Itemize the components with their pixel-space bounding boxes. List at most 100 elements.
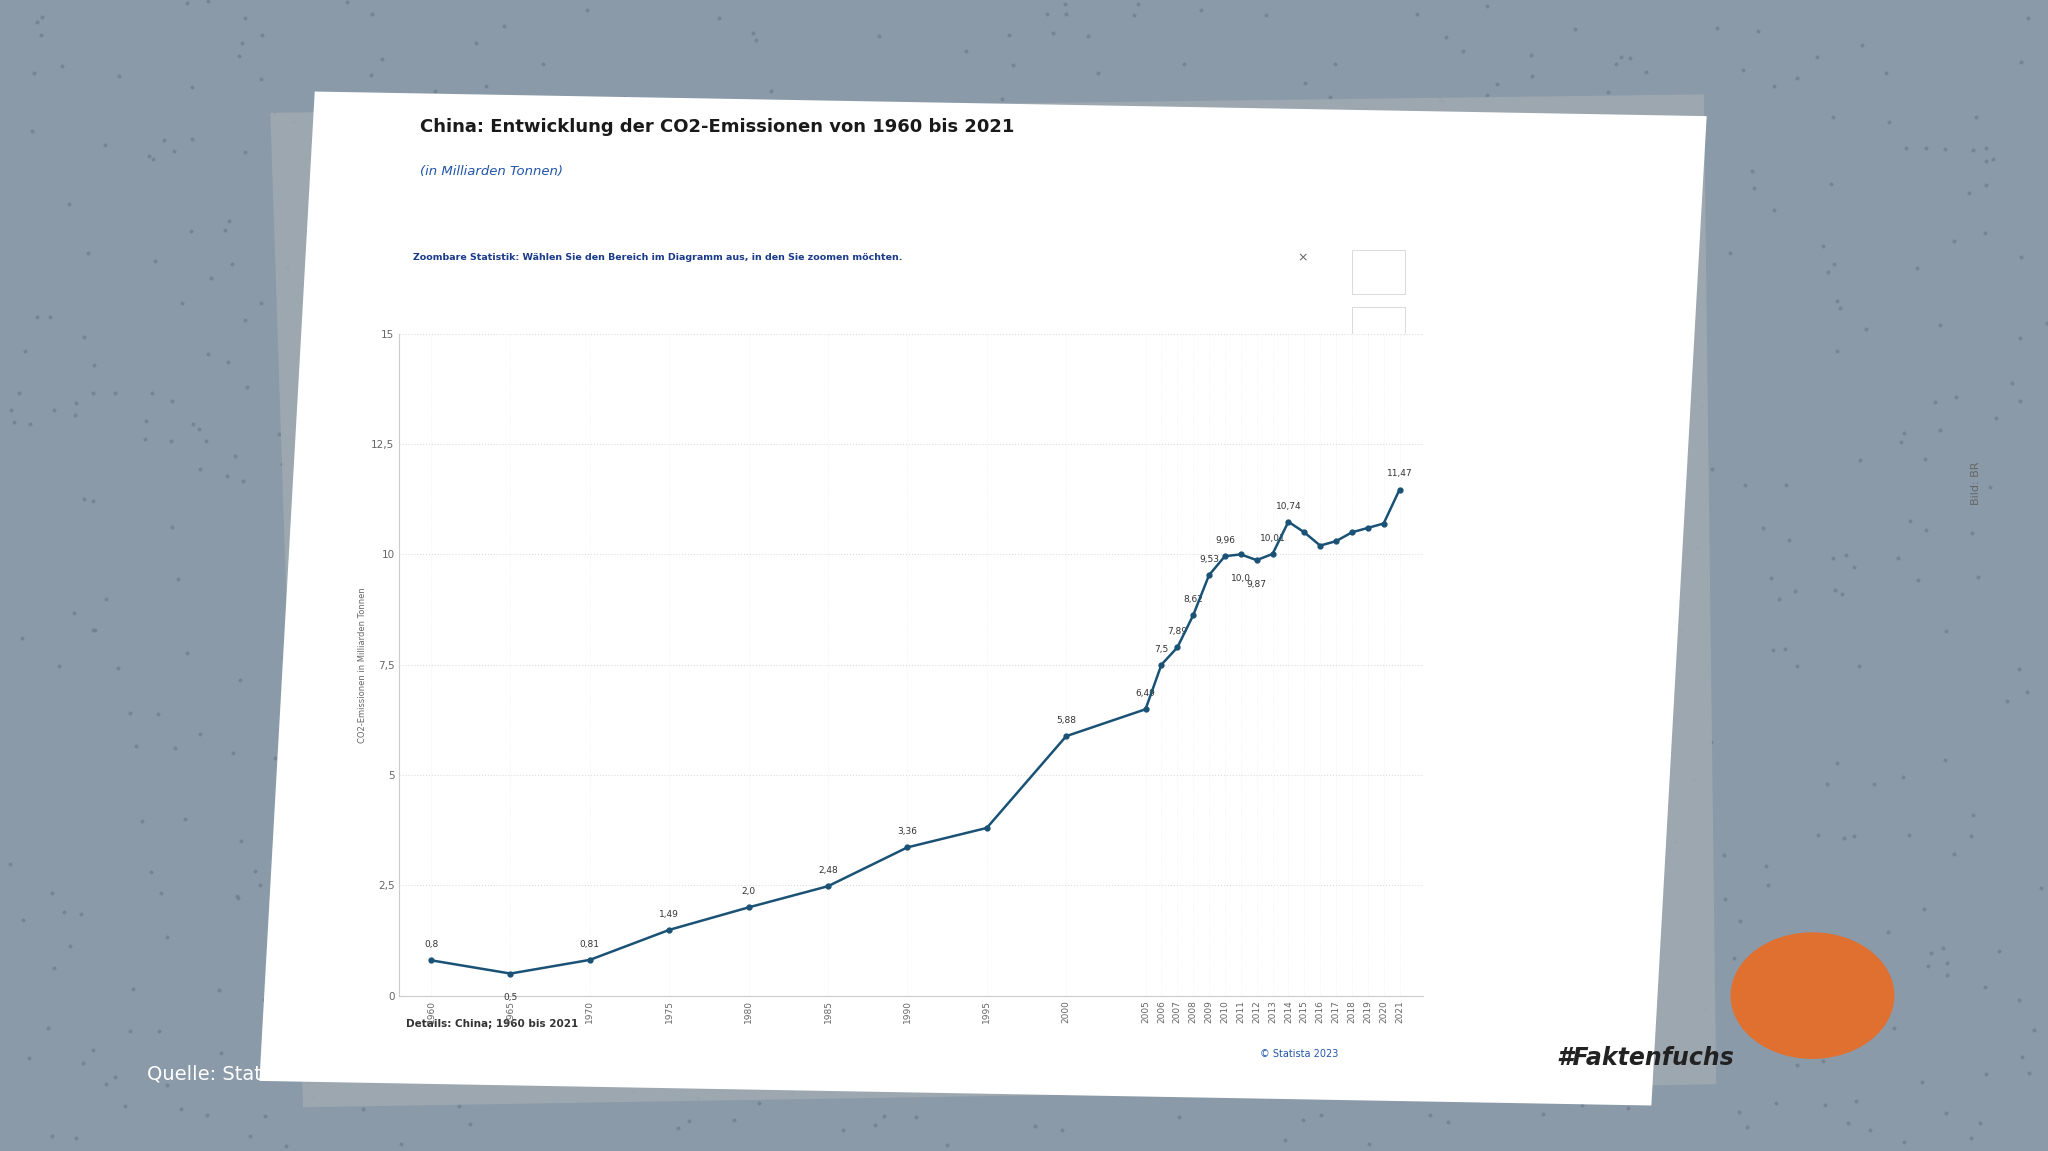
Point (1645, 299, 1677, 318)
Point (500, 458, 532, 477)
Point (1956, 806, 1989, 824)
Point (1565, 712, 1597, 731)
Point (1757, 76, 1790, 94)
Point (643, 474, 676, 493)
Point (2, 383, 35, 402)
Point (1821, 754, 1853, 772)
Point (1657, 200, 1690, 219)
Point (934, 220, 967, 238)
Point (852, 1007, 885, 1026)
Point (1526, 1104, 1559, 1122)
Point (637, 651, 670, 670)
Point (1817, 548, 1849, 566)
Text: 0,8: 0,8 (424, 940, 438, 950)
Point (356, 140, 389, 159)
Point (586, 811, 618, 830)
Point (1821, 342, 1853, 360)
Point (1513, 46, 1546, 64)
Point (1757, 201, 1790, 220)
Point (764, 958, 797, 976)
Point (20, 308, 53, 327)
Point (356, 5, 389, 23)
Point (1589, 933, 1622, 952)
Point (174, 222, 207, 241)
Point (1602, 968, 1634, 986)
Point (1636, 327, 1669, 345)
Point (98, 383, 131, 402)
Point (1448, 41, 1481, 60)
Point (295, 619, 328, 638)
Point (221, 889, 254, 907)
Point (438, 181, 471, 199)
Point (1073, 374, 1106, 392)
Point (1858, 775, 1890, 793)
Text: 7,89: 7,89 (1167, 627, 1188, 637)
Point (1843, 985, 1876, 1004)
Point (1626, 932, 1659, 951)
Text: Details: China; 1960 bis 2021: Details: China; 1960 bis 2021 (406, 1019, 578, 1029)
Point (164, 1099, 197, 1118)
Point (270, 814, 303, 832)
Point (258, 105, 291, 123)
Point (582, 759, 614, 777)
Point (1120, 641, 1153, 660)
Point (1667, 597, 1700, 616)
Point (102, 67, 135, 85)
Point (377, 432, 410, 450)
Point (115, 1022, 147, 1041)
Point (823, 201, 856, 220)
Point (190, 345, 223, 364)
Point (184, 460, 217, 479)
Point (1870, 63, 1903, 82)
Point (367, 51, 399, 69)
Point (119, 737, 152, 755)
Point (662, 1119, 694, 1137)
Point (225, 33, 258, 52)
Y-axis label: CO2-Emissionen in Milliarden Tonnen: CO2-Emissionen in Milliarden Tonnen (358, 587, 367, 742)
Point (1827, 829, 1860, 847)
Point (1307, 893, 1339, 912)
Bar (1352, 538, 1405, 581)
Point (1032, 579, 1065, 597)
Point (1049, 5, 1081, 23)
Point (1092, 124, 1124, 143)
Point (1245, 130, 1278, 148)
Point (1362, 388, 1395, 406)
Point (608, 89, 641, 107)
Point (246, 70, 279, 89)
Point (1708, 890, 1741, 908)
Point (1040, 686, 1073, 704)
Text: 1,49: 1,49 (659, 909, 680, 918)
Point (729, 1006, 762, 1024)
Point (35, 884, 68, 902)
Point (1155, 686, 1188, 704)
Point (205, 1043, 238, 1061)
Point (1014, 846, 1047, 864)
Point (1536, 571, 1569, 589)
Point (1319, 55, 1352, 74)
Point (715, 634, 748, 653)
Point (176, 130, 209, 148)
Point (1927, 939, 1960, 958)
Point (889, 684, 922, 702)
Point (639, 579, 672, 597)
Point (1675, 769, 1708, 787)
Point (266, 455, 299, 473)
Point (76, 491, 109, 510)
Point (1147, 800, 1180, 818)
Point (1884, 433, 1917, 451)
Point (786, 318, 819, 336)
Bar (1352, 422, 1405, 466)
Point (969, 148, 1001, 167)
Point (156, 432, 188, 450)
Point (1462, 403, 1495, 421)
Point (453, 143, 485, 161)
Point (1118, 6, 1151, 24)
Point (1126, 587, 1159, 605)
Point (623, 1044, 655, 1062)
Point (1780, 657, 1812, 676)
Point (1151, 654, 1184, 672)
Point (717, 653, 750, 671)
Point (1411, 867, 1444, 885)
Text: 5,88: 5,88 (1057, 716, 1075, 725)
